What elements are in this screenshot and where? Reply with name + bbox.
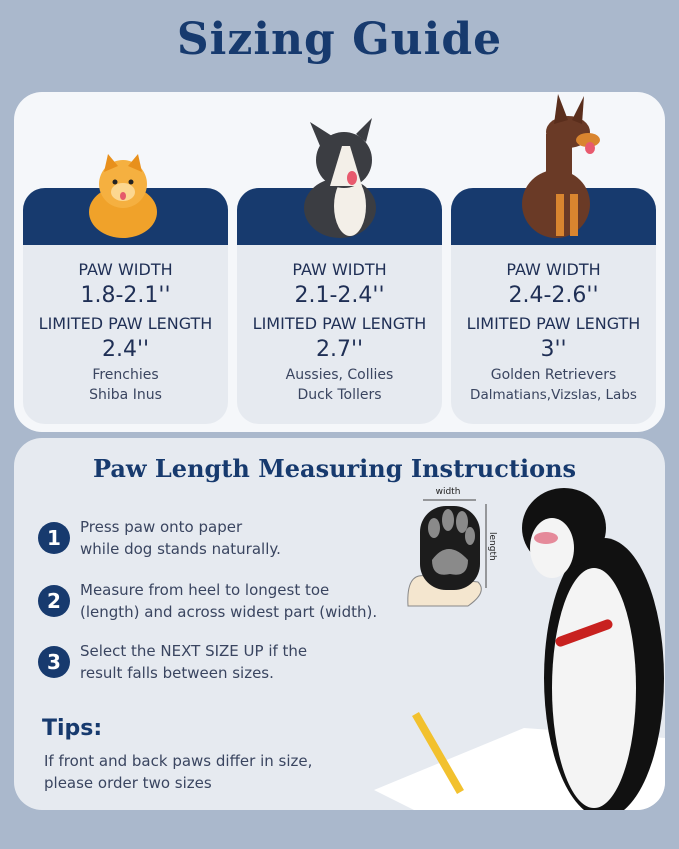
paw-length-value: 2.4'' <box>101 337 150 362</box>
paw-width-value: 1.8-2.1'' <box>80 283 171 308</box>
pomeranian-illustration <box>89 154 157 238</box>
border-collie-illustration <box>304 118 376 238</box>
breed-line: Duck Tollers <box>297 387 382 403</box>
paw-measure-diagram: width length <box>407 487 497 607</box>
instructions-panel: Paw Length Measuring Instructions 1 Pres… <box>14 438 665 810</box>
doberman-illustration <box>522 94 600 238</box>
breed-line: Aussies, Collies <box>285 367 394 383</box>
paw-width-value: 2.4-2.6'' <box>508 283 599 308</box>
paw-length-value: 2.7'' <box>315 337 364 362</box>
step-text: result falls between sizes. <box>80 664 274 682</box>
paw-length-label: LIMITED PAW LENGTH <box>38 314 213 333</box>
step-3: 3 Select the NEXT SIZE UP if the result f… <box>38 640 307 684</box>
page-title: Sizing Guide <box>176 14 503 65</box>
paw-width-label: PAW WIDTH <box>506 260 601 279</box>
paw-length-value: 3'' <box>540 337 567 362</box>
tip-text: If front and back paws differ in size, <box>44 752 313 770</box>
step-text: while dog stands naturally. <box>80 540 281 558</box>
breed-line: Dalmatians,Vizslas, Labs <box>470 387 637 403</box>
tip-text: please order two sizes <box>44 774 212 792</box>
breed-line: Shiba Inus <box>89 387 162 403</box>
paw-width-value: 2.1-2.4'' <box>294 283 385 308</box>
paw-width-label: PAW WIDTH <box>78 260 173 279</box>
length-label: length <box>487 532 497 561</box>
step-2: 2 Measure from heel to longest toe (lengt… <box>38 579 377 623</box>
breed-line: Golden Retrievers <box>490 367 617 383</box>
step-number: 3 <box>38 646 70 678</box>
instructions-title: Paw Length Measuring Instructions <box>92 454 577 483</box>
dog-photo-border-collie <box>374 488 665 810</box>
step-number: 2 <box>38 585 70 617</box>
paw-width-label: PAW WIDTH <box>292 260 387 279</box>
step-number: 1 <box>38 522 70 554</box>
step-1: 1 Press paw onto paper while dog stands n… <box>38 516 281 560</box>
paw-length-label: LIMITED PAW LENGTH <box>252 314 427 333</box>
paw-length-label: LIMITED PAW LENGTH <box>466 314 641 333</box>
step-text: Press paw onto paper <box>80 518 243 536</box>
width-label: width <box>436 487 461 497</box>
step-text: Select the NEXT SIZE UP if the <box>80 642 308 660</box>
step-text: Measure from heel to longest toe <box>80 581 330 599</box>
step-text: (length) and across widest part (width). <box>80 603 378 621</box>
tips-title: Tips: <box>42 716 103 741</box>
size-card-small: PAW WIDTH 1.8-2.1'' LIMITED PAW LENGTH 2… <box>23 188 228 424</box>
breed-line: Frenchies <box>92 367 159 383</box>
